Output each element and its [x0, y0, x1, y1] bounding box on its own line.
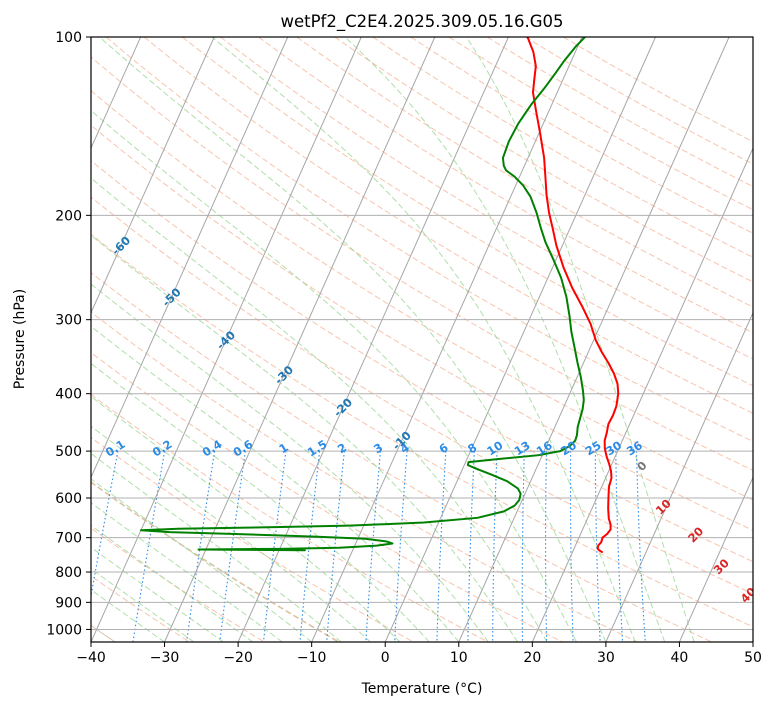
y-tick-label: 500	[55, 444, 82, 460]
isotherm-line	[91, 37, 215, 314]
isotherm-line	[91, 37, 362, 642]
isotherm-line	[237, 37, 509, 642]
moist-adiabat-line	[91, 325, 460, 642]
moist-adiabat-line	[91, 362, 430, 642]
dry-adiabat-line	[486, 37, 753, 188]
plot-area: 0.10.20.40.611.52346810131620253036-100-…	[91, 37, 753, 642]
y-tick-label: 800	[55, 565, 82, 581]
dry-adiabat-line	[563, 37, 753, 143]
x-tick-label: 50	[744, 650, 762, 666]
dry-adiabat-line	[91, 160, 753, 563]
y-tick-label: 900	[55, 595, 82, 611]
isotherm-line	[531, 146, 753, 642]
dry-adiabat-line	[105, 37, 753, 443]
moist-adiabat-line	[91, 452, 342, 642]
moist-adiabat-line	[466, 37, 695, 642]
dry-adiabat-line	[91, 481, 340, 642]
dry-adiabat-line	[220, 37, 753, 360]
moist-adiabat-line	[99, 37, 607, 642]
dry-adiabat-line	[91, 196, 753, 595]
isotherms	[91, 37, 753, 642]
y-tick-label: 300	[55, 313, 82, 329]
y-tick-label: 1000	[46, 622, 82, 638]
dry-adiabat-line	[296, 37, 753, 308]
dry-adiabat-line	[91, 393, 489, 642]
mixing-ratio-line	[262, 451, 287, 642]
dry-adiabat-line	[334, 37, 753, 283]
dry-adiabat-line	[410, 37, 753, 234]
y-tick-label: 100	[55, 30, 82, 46]
sounding-profiles	[139, 37, 620, 553]
isotherm-line	[311, 37, 583, 642]
dry-adiabats	[91, 37, 753, 642]
x-tick-label: −30	[150, 650, 180, 666]
mixing-ratio-line	[186, 451, 216, 642]
mixing-ratio-lines	[91, 450, 646, 642]
pressure-gridlines	[91, 37, 753, 630]
moist-adiabat-line	[91, 234, 519, 642]
isotherm-line	[678, 476, 753, 642]
dry-adiabat-line	[143, 37, 753, 414]
isotherm-line	[91, 37, 142, 150]
x-tick-label: −40	[76, 650, 106, 666]
x-tick-label: 10	[450, 650, 468, 666]
dry-adiabat-line	[91, 233, 753, 628]
dry-adiabat-line	[91, 124, 753, 531]
y-axis-label: Pressure (hPa)	[12, 289, 28, 389]
x-axis-label: Temperature (°C)	[361, 681, 483, 697]
isotherm-line	[458, 37, 730, 642]
x-tick-label: 0	[381, 650, 390, 666]
mixing-ratio-line	[219, 451, 246, 642]
y-tick-label: 600	[55, 491, 82, 507]
moist-adiabat-line	[91, 395, 401, 642]
moist-adiabat-line	[91, 568, 195, 642]
temperature-profile	[526, 37, 620, 553]
moist-adiabat-line	[91, 109, 577, 642]
x-axis: −40 −30 −20 −10 0 10 20 30 40 50	[76, 642, 762, 666]
y-axis: 100 200 300 400 500 600 700 800 900 1000	[46, 30, 91, 638]
isotherm-line	[605, 311, 753, 642]
dewpoint-profile	[139, 37, 586, 552]
y-tick-label: 200	[55, 208, 82, 224]
mixing-ratio-line	[91, 450, 119, 599]
moist-adiabat-line	[91, 546, 224, 642]
x-tick-label: 30	[597, 650, 615, 666]
x-tick-label: −10	[297, 650, 327, 666]
x-tick-label: 40	[671, 650, 689, 666]
isotherm-line	[91, 37, 289, 479]
moist-adiabat-line	[211, 37, 636, 642]
mixing-ratio-line	[132, 451, 166, 642]
isotherm-line	[164, 37, 436, 642]
moist-adiabat-line	[91, 425, 371, 642]
dry-adiabat-line	[91, 527, 265, 642]
y-tick-label: 700	[55, 531, 82, 547]
dry-adiabat-line	[91, 311, 638, 642]
chart-title: wetPf2_C2E4.2025.309.05.16.G05	[280, 12, 563, 32]
y-tick-label: 400	[55, 387, 82, 403]
moist-adiabat-line	[91, 589, 165, 642]
moist-adiabat-line	[91, 283, 489, 642]
x-tick-label: −20	[223, 650, 253, 666]
x-tick-label: 20	[523, 650, 541, 666]
isotherm-line	[384, 37, 656, 642]
plot-frame	[90, 36, 754, 643]
mixing-ratio-line	[299, 451, 321, 642]
